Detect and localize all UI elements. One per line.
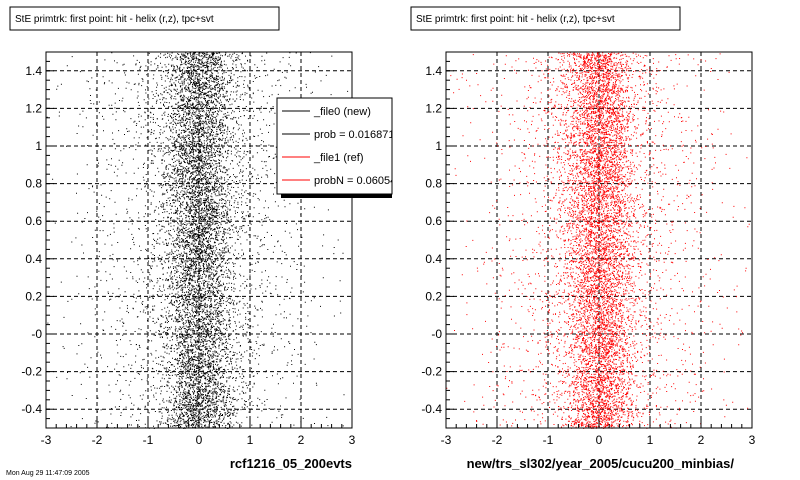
y-tick-label: 0.4 [25, 252, 42, 266]
y-tick-label: -0.4 [421, 402, 442, 416]
y-tick-label: 0.6 [25, 214, 42, 228]
y-tick-label: 1.4 [425, 64, 442, 78]
x-tick-label: -3 [41, 433, 52, 447]
scatter-point-cloud [46, 52, 352, 429]
right-x-axis-label: new/trs_sl302/year_2005/cucu200_minbias/ [467, 456, 735, 471]
y-tick-label: 1 [35, 139, 42, 153]
right-axis-ticks [445, 51, 753, 429]
x-tick-label: 3 [349, 433, 356, 447]
left-panel: StE primtrk: first point: hit - helix (r… [9, 6, 402, 471]
y-tick-label: 0.2 [425, 289, 442, 303]
right-title-box [410, 6, 681, 31]
x-tick-label: -3 [441, 433, 452, 447]
y-tick-label: 0.8 [25, 177, 42, 191]
x-tick-label: -1 [143, 433, 154, 447]
right-panel: StE primtrk: first point: hit - helix (r… [410, 6, 756, 471]
left-title-box [9, 6, 280, 31]
right-y-tick-labels: -0.4 -0.2 -0 0.2 0.4 0.6 0.8 1 1.2 1.4 [421, 64, 442, 416]
y-tick-label: 1.2 [425, 101, 442, 115]
left-chart-title: StE primtrk: first point: hit - helix (r… [15, 14, 214, 25]
legend: _file0 (new) prob = 0.016871 _file1 (ref) p… [276, 97, 402, 198]
y-tick-label: -0.2 [21, 365, 42, 379]
y-tick-label: -0.4 [21, 402, 42, 416]
y-tick-label: 0.4 [425, 252, 442, 266]
left-scatter-points [46, 52, 352, 429]
legend-label: _file0 (new) [313, 106, 371, 118]
y-tick-label: 1.4 [25, 64, 42, 78]
x-tick-label: -2 [92, 433, 103, 447]
right-grid [446, 52, 752, 428]
x-tick-label: 0 [196, 433, 203, 447]
y-tick-label: -0 [431, 327, 442, 341]
x-tick-label: 1 [647, 433, 654, 447]
y-tick-label: -0 [31, 327, 42, 341]
left-x-tick-labels: -3 -2 -1 0 1 2 3 [41, 433, 356, 447]
x-tick-label: 2 [298, 433, 305, 447]
y-tick-label: -0.2 [421, 365, 442, 379]
legend-box [276, 97, 393, 195]
y-tick-label: 0.8 [425, 177, 442, 191]
scatter-point-cloud [446, 52, 750, 429]
y-tick-label: 0.2 [25, 289, 42, 303]
left-axis-ticks [45, 51, 353, 429]
right-x-tick-labels: -3 -2 -1 0 1 2 3 [441, 433, 756, 447]
legend-label: prob = 0.016871 [314, 129, 394, 141]
left-y-tick-labels: -0.4 -0.2 -0 0.2 0.4 0.6 0.8 1 1.2 1.4 [21, 64, 42, 416]
x-tick-label: 3 [749, 433, 756, 447]
right-scatter-points [446, 52, 750, 429]
x-tick-label: 1 [247, 433, 254, 447]
footer-timestamp: Mon Aug 29 11:47:09 2005 [6, 470, 90, 477]
x-tick-label: 0 [596, 433, 603, 447]
y-tick-label: 0.6 [425, 214, 442, 228]
right-chart-title: StE primtrk: first point: hit - helix (r… [416, 14, 615, 25]
y-tick-label: 1.2 [25, 101, 42, 115]
legend-label: _file1 (ref) [313, 152, 364, 164]
x-tick-label: -2 [492, 433, 503, 447]
x-tick-label: 2 [698, 433, 705, 447]
x-tick-label: -1 [543, 433, 554, 447]
legend-label: probN = 0.060545 [314, 175, 402, 187]
left-x-axis-label: rcf1216_05_200evts [230, 456, 352, 471]
y-tick-label: 1 [435, 139, 442, 153]
legend-entries: _file0 (new) prob = 0.016871 _file1 (ref) p… [282, 106, 402, 187]
